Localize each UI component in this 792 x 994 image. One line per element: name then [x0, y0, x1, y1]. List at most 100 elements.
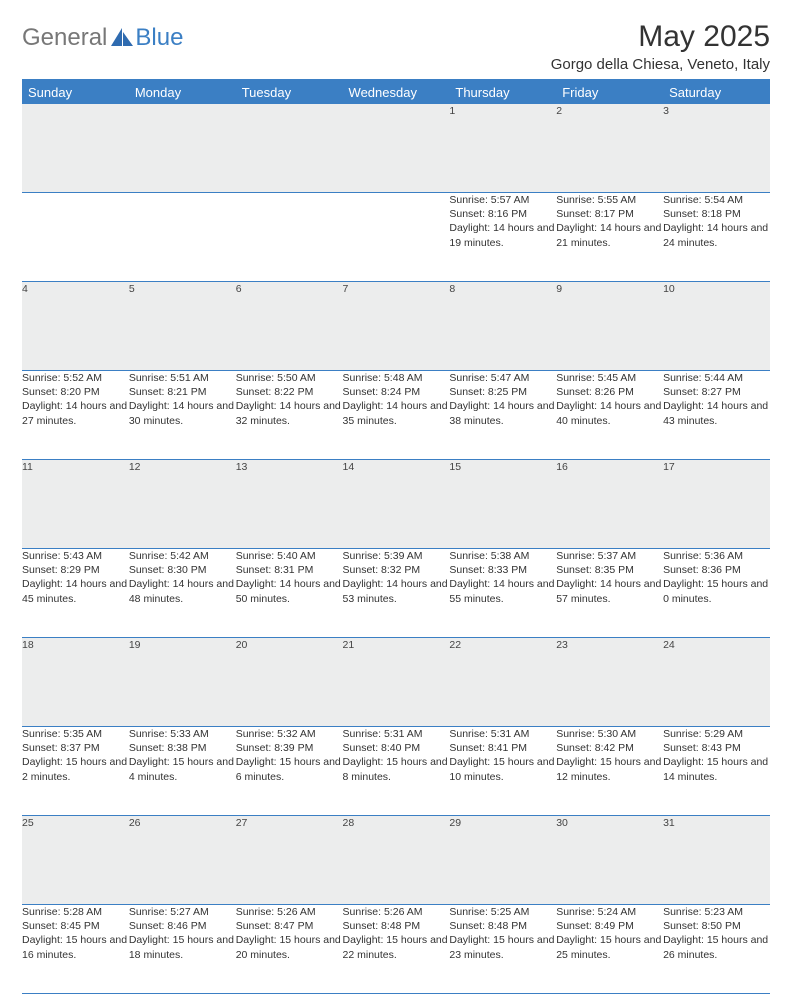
daylight-text: Daylight: 15 hours and 18 minutes. — [129, 933, 236, 961]
day-number: 19 — [129, 638, 236, 727]
sunrise-text: Sunrise: 5:31 AM — [343, 727, 450, 741]
day-cell: Sunrise: 5:39 AMSunset: 8:32 PMDaylight:… — [343, 549, 450, 638]
sunrise-text: Sunrise: 5:39 AM — [343, 549, 450, 563]
sunset-text: Sunset: 8:43 PM — [663, 741, 770, 755]
sunrise-text: Sunrise: 5:30 AM — [556, 727, 663, 741]
sunrise-text: Sunrise: 5:23 AM — [663, 905, 770, 919]
daylight-text: Daylight: 14 hours and 45 minutes. — [22, 577, 129, 605]
sunrise-text: Sunrise: 5:37 AM — [556, 549, 663, 563]
day-number: 21 — [343, 638, 450, 727]
day-detail-row: Sunrise: 5:28 AMSunset: 8:45 PMDaylight:… — [22, 905, 770, 994]
sunset-text: Sunset: 8:42 PM — [556, 741, 663, 755]
sunset-text: Sunset: 8:32 PM — [343, 563, 450, 577]
day-cell: Sunrise: 5:31 AMSunset: 8:41 PMDaylight:… — [449, 727, 556, 816]
day-cell — [129, 193, 236, 282]
day-number: 23 — [556, 638, 663, 727]
daylight-text: Daylight: 15 hours and 8 minutes. — [343, 755, 450, 783]
day-cell: Sunrise: 5:24 AMSunset: 8:49 PMDaylight:… — [556, 905, 663, 994]
daylight-text: Daylight: 14 hours and 27 minutes. — [22, 399, 129, 427]
day-cell: Sunrise: 5:40 AMSunset: 8:31 PMDaylight:… — [236, 549, 343, 638]
sunset-text: Sunset: 8:30 PM — [129, 563, 236, 577]
sunrise-text: Sunrise: 5:40 AM — [236, 549, 343, 563]
sunrise-text: Sunrise: 5:38 AM — [449, 549, 556, 563]
weekday-header: Monday — [129, 80, 236, 104]
day-cell — [236, 193, 343, 282]
day-number: 2 — [556, 104, 663, 193]
sunrise-text: Sunrise: 5:25 AM — [449, 905, 556, 919]
daylight-text: Daylight: 14 hours and 35 minutes. — [343, 399, 450, 427]
logo-sail-icon — [111, 28, 133, 48]
day-cell: Sunrise: 5:50 AMSunset: 8:22 PMDaylight:… — [236, 371, 343, 460]
sunset-text: Sunset: 8:18 PM — [663, 207, 770, 221]
weekday-header: Sunday — [22, 80, 129, 104]
day-detail-row: Sunrise: 5:52 AMSunset: 8:20 PMDaylight:… — [22, 371, 770, 460]
day-number: 9 — [556, 282, 663, 371]
day-cell: Sunrise: 5:44 AMSunset: 8:27 PMDaylight:… — [663, 371, 770, 460]
sunset-text: Sunset: 8:17 PM — [556, 207, 663, 221]
day-number — [236, 104, 343, 193]
daylight-text: Daylight: 15 hours and 14 minutes. — [663, 755, 770, 783]
daylight-text: Daylight: 15 hours and 0 minutes. — [663, 577, 770, 605]
weekday-header: Thursday — [449, 80, 556, 104]
daylight-text: Daylight: 14 hours and 53 minutes. — [343, 577, 450, 605]
daylight-text: Daylight: 15 hours and 22 minutes. — [343, 933, 450, 961]
sunset-text: Sunset: 8:21 PM — [129, 385, 236, 399]
day-number: 18 — [22, 638, 129, 727]
day-number-row: 45678910 — [22, 282, 770, 371]
sunrise-text: Sunrise: 5:48 AM — [343, 371, 450, 385]
header: General Blue May 2025 Gorgo della Chiesa… — [22, 20, 770, 73]
day-cell: Sunrise: 5:54 AMSunset: 8:18 PMDaylight:… — [663, 193, 770, 282]
brand-logo: General Blue — [22, 24, 183, 52]
day-cell: Sunrise: 5:26 AMSunset: 8:48 PMDaylight:… — [343, 905, 450, 994]
location-label: Gorgo della Chiesa, Veneto, Italy — [551, 56, 770, 73]
daylight-text: Daylight: 15 hours and 6 minutes. — [236, 755, 343, 783]
day-cell: Sunrise: 5:23 AMSunset: 8:50 PMDaylight:… — [663, 905, 770, 994]
day-number: 31 — [663, 816, 770, 905]
sunrise-text: Sunrise: 5:44 AM — [663, 371, 770, 385]
sunrise-text: Sunrise: 5:43 AM — [22, 549, 129, 563]
sunrise-text: Sunrise: 5:29 AM — [663, 727, 770, 741]
sunset-text: Sunset: 8:49 PM — [556, 919, 663, 933]
day-number: 30 — [556, 816, 663, 905]
daylight-text: Daylight: 15 hours and 26 minutes. — [663, 933, 770, 961]
sunset-text: Sunset: 8:48 PM — [343, 919, 450, 933]
daylight-text: Daylight: 14 hours and 24 minutes. — [663, 221, 770, 249]
weekday-header: Wednesday — [343, 80, 450, 104]
sunset-text: Sunset: 8:29 PM — [22, 563, 129, 577]
day-number: 12 — [129, 460, 236, 549]
day-cell — [22, 193, 129, 282]
sunset-text: Sunset: 8:33 PM — [449, 563, 556, 577]
daylight-text: Daylight: 15 hours and 12 minutes. — [556, 755, 663, 783]
sunset-text: Sunset: 8:16 PM — [449, 207, 556, 221]
day-cell: Sunrise: 5:28 AMSunset: 8:45 PMDaylight:… — [22, 905, 129, 994]
daylight-text: Daylight: 14 hours and 21 minutes. — [556, 221, 663, 249]
sunrise-text: Sunrise: 5:33 AM — [129, 727, 236, 741]
daylight-text: Daylight: 14 hours and 48 minutes. — [129, 577, 236, 605]
sunrise-text: Sunrise: 5:26 AM — [236, 905, 343, 919]
sunset-text: Sunset: 8:37 PM — [22, 741, 129, 755]
sunset-text: Sunset: 8:31 PM — [236, 563, 343, 577]
day-number: 24 — [663, 638, 770, 727]
sunset-text: Sunset: 8:48 PM — [449, 919, 556, 933]
brand-part2: Blue — [135, 24, 183, 52]
day-cell: Sunrise: 5:48 AMSunset: 8:24 PMDaylight:… — [343, 371, 450, 460]
sunset-text: Sunset: 8:36 PM — [663, 563, 770, 577]
title-block: May 2025 Gorgo della Chiesa, Veneto, Ita… — [551, 20, 770, 73]
daylight-text: Daylight: 14 hours and 43 minutes. — [663, 399, 770, 427]
weekday-header: Saturday — [663, 80, 770, 104]
day-cell: Sunrise: 5:51 AMSunset: 8:21 PMDaylight:… — [129, 371, 236, 460]
month-title: May 2025 — [551, 20, 770, 54]
day-number: 15 — [449, 460, 556, 549]
day-cell: Sunrise: 5:36 AMSunset: 8:36 PMDaylight:… — [663, 549, 770, 638]
sunrise-text: Sunrise: 5:54 AM — [663, 193, 770, 207]
day-number: 3 — [663, 104, 770, 193]
daylight-text: Daylight: 15 hours and 2 minutes. — [22, 755, 129, 783]
sunrise-text: Sunrise: 5:36 AM — [663, 549, 770, 563]
day-number — [343, 104, 450, 193]
day-cell: Sunrise: 5:45 AMSunset: 8:26 PMDaylight:… — [556, 371, 663, 460]
daylight-text: Daylight: 15 hours and 20 minutes. — [236, 933, 343, 961]
day-number: 8 — [449, 282, 556, 371]
day-detail-row: Sunrise: 5:57 AMSunset: 8:16 PMDaylight:… — [22, 193, 770, 282]
day-number: 26 — [129, 816, 236, 905]
daylight-text: Daylight: 15 hours and 16 minutes. — [22, 933, 129, 961]
